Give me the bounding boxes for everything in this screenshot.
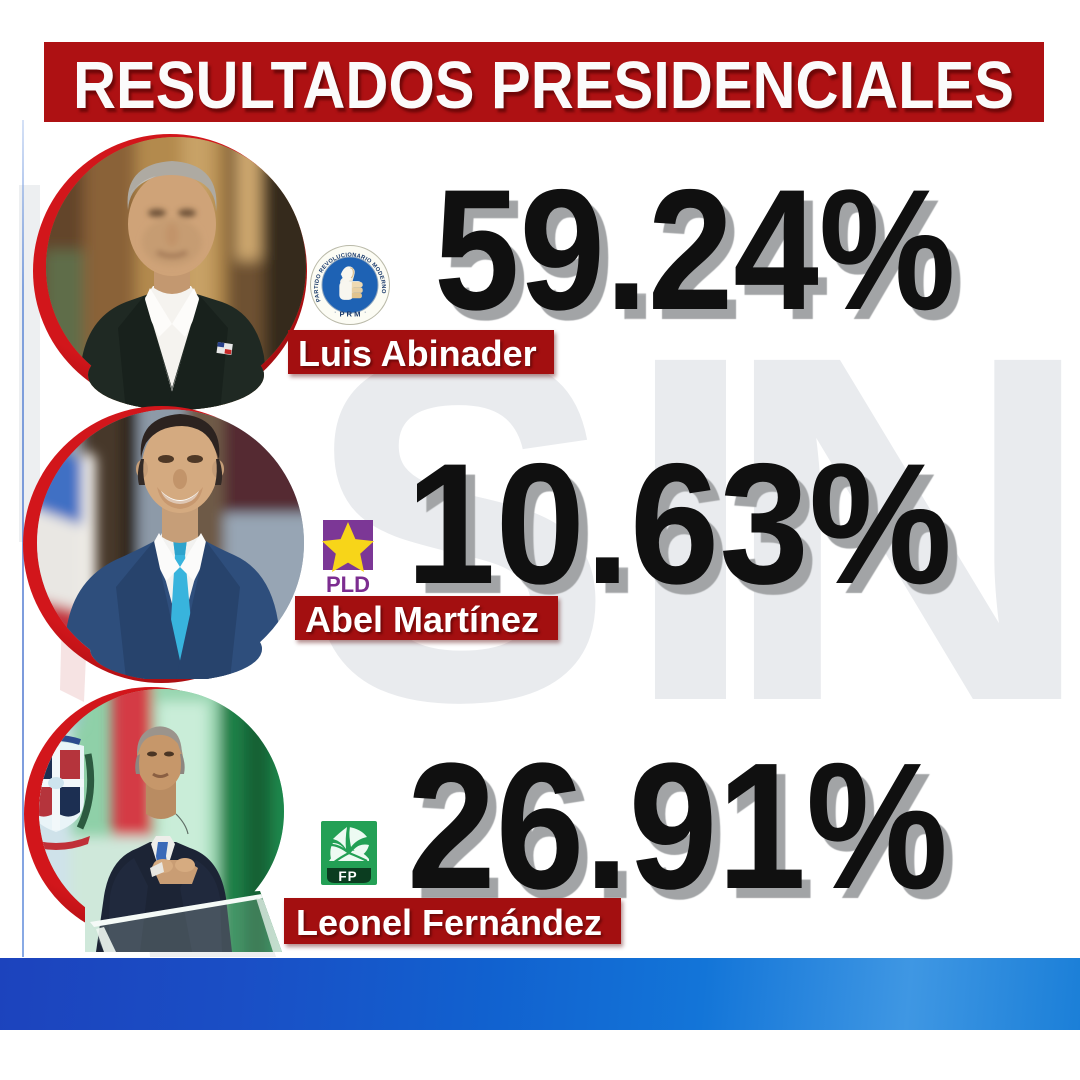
svg-text:PLD: PLD [326,572,370,595]
svg-text:FP: FP [338,869,357,884]
svg-text:·: · [364,309,366,316]
svg-text:·: · [334,309,336,316]
svg-text:P R M: P R M [340,310,361,319]
